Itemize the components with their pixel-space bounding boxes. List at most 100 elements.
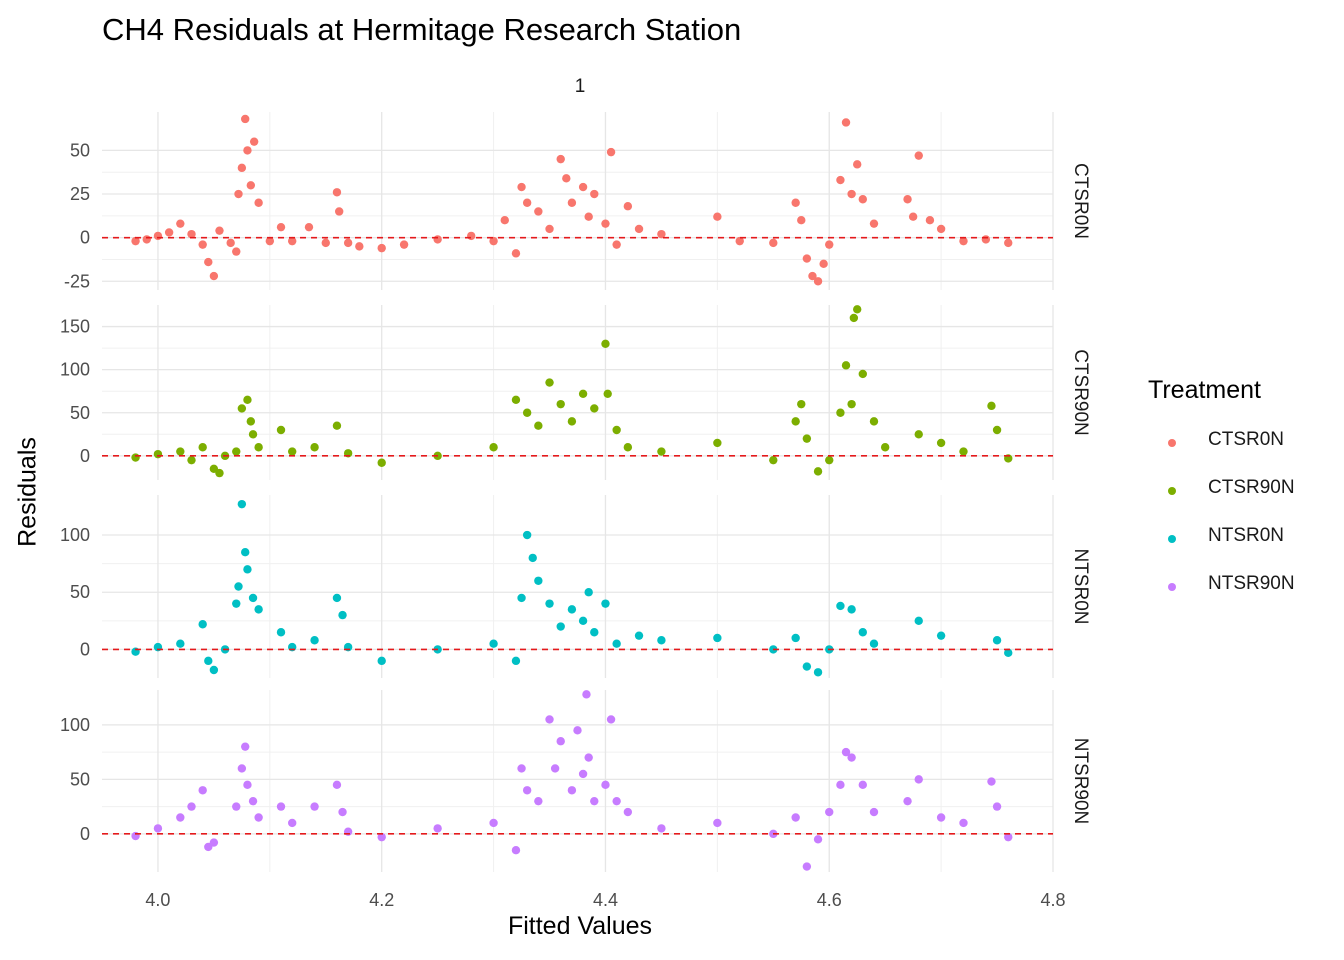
data-point — [522, 198, 532, 207]
data-point — [914, 616, 923, 626]
data-point — [836, 780, 845, 790]
data-point — [992, 802, 1002, 811]
y-tick-label: 0 — [80, 446, 90, 466]
data-point — [657, 636, 666, 645]
data-point — [578, 616, 588, 626]
data-point — [232, 247, 241, 256]
data-point — [841, 118, 851, 127]
data-point — [131, 236, 140, 246]
data-point — [243, 146, 252, 155]
data-point — [825, 807, 834, 817]
data-point — [573, 726, 582, 735]
data-point — [802, 254, 812, 263]
data-point — [858, 195, 867, 204]
data-point — [601, 599, 610, 608]
data-point — [601, 780, 610, 790]
data-point — [612, 240, 621, 249]
data-point — [769, 238, 778, 248]
data-point — [797, 215, 806, 225]
data-point — [534, 421, 543, 430]
data-point — [858, 780, 867, 790]
data-point — [511, 395, 521, 405]
data-point — [808, 271, 817, 281]
data-point — [332, 421, 342, 430]
data-point — [797, 399, 806, 409]
data-point — [836, 601, 845, 611]
data-point — [355, 242, 364, 251]
data-point — [237, 163, 247, 173]
data-point — [288, 447, 297, 456]
data-point — [981, 235, 991, 244]
data-point — [914, 151, 923, 160]
data-point — [567, 786, 577, 795]
y-tick-label: 0 — [80, 228, 90, 248]
data-point — [288, 818, 297, 828]
data-point — [914, 775, 923, 784]
data-point — [377, 458, 386, 467]
data-point — [908, 212, 918, 221]
data-point — [847, 399, 856, 409]
data-point — [853, 305, 862, 314]
data-point — [791, 633, 800, 643]
data-point — [176, 447, 185, 456]
data-point — [198, 786, 207, 795]
data-point — [545, 378, 554, 387]
data-point — [254, 198, 263, 207]
data-point — [590, 189, 599, 199]
data-point — [528, 553, 537, 563]
y-tick-label: 25 — [70, 184, 90, 204]
data-point — [534, 207, 543, 216]
data-point — [880, 443, 890, 452]
y-tick-label: 0 — [80, 639, 90, 659]
data-point — [237, 404, 247, 413]
data-point — [517, 593, 526, 603]
data-point — [858, 369, 867, 379]
data-point — [467, 231, 476, 241]
data-point — [869, 807, 879, 817]
data-point — [489, 236, 498, 246]
data-point — [153, 449, 163, 459]
data-point — [987, 777, 996, 786]
legend-item: CTSR90N — [1148, 475, 1295, 523]
y-tick-label: 150 — [60, 317, 90, 337]
data-point — [556, 399, 565, 409]
data-point — [869, 417, 879, 426]
data-point — [936, 631, 946, 640]
data-point — [187, 802, 196, 811]
data-point — [243, 565, 252, 574]
data-point — [847, 189, 856, 199]
data-point — [399, 240, 409, 249]
data-point — [332, 593, 342, 603]
data-point — [545, 599, 554, 608]
data-point — [612, 639, 621, 648]
data-point — [310, 636, 319, 645]
data-point — [176, 813, 185, 822]
data-point — [925, 215, 935, 225]
data-point — [248, 593, 258, 603]
data-point — [215, 468, 224, 478]
y-tick-label: -25 — [64, 271, 90, 291]
data-point — [819, 259, 828, 269]
legend-item: NTSR90N — [1148, 571, 1295, 619]
data-point — [164, 228, 174, 237]
data-point — [204, 257, 213, 267]
facet-row-label: NTSR0N — [1070, 548, 1091, 624]
data-point — [249, 137, 259, 146]
data-point — [248, 430, 258, 439]
data-point — [534, 796, 543, 806]
y-tick-label: 100 — [60, 715, 90, 735]
data-point — [735, 236, 744, 246]
chart-title: CH4 Residuals at Hermitage Research Stat… — [102, 12, 742, 47]
data-point — [623, 202, 633, 211]
data-point — [849, 313, 859, 323]
data-point — [567, 198, 577, 207]
data-point — [603, 389, 612, 398]
data-point — [187, 229, 196, 239]
data-point — [556, 737, 565, 746]
data-point — [232, 599, 241, 608]
data-point — [769, 455, 778, 465]
data-point — [841, 747, 851, 757]
data-point — [209, 838, 219, 847]
data-point — [903, 796, 912, 806]
data-point — [567, 417, 577, 426]
